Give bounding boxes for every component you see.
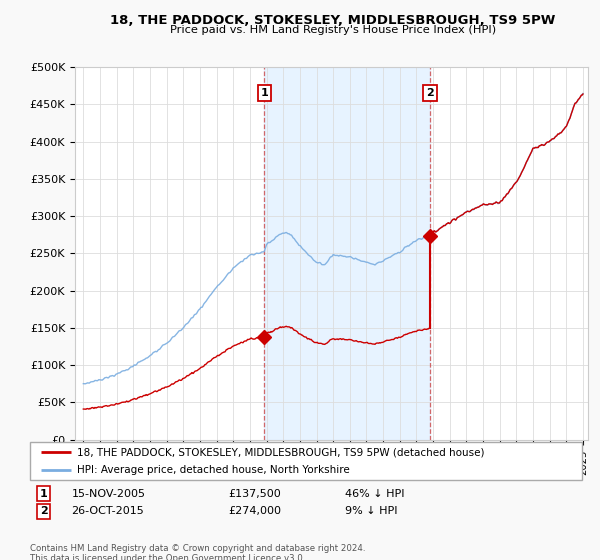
Text: 18, THE PADDOCK, STOKESLEY, MIDDLESBROUGH, TS9 5PW (detached house): 18, THE PADDOCK, STOKESLEY, MIDDLESBROUG… [77, 447, 484, 457]
Text: 15-NOV-2005: 15-NOV-2005 [71, 489, 145, 499]
Text: 2: 2 [426, 88, 434, 98]
FancyBboxPatch shape [30, 442, 582, 480]
Text: 46% ↓ HPI: 46% ↓ HPI [344, 489, 404, 499]
Text: 9% ↓ HPI: 9% ↓ HPI [344, 506, 397, 516]
Text: 2: 2 [40, 506, 47, 516]
Text: £137,500: £137,500 [229, 489, 281, 499]
Text: 26-OCT-2015: 26-OCT-2015 [71, 506, 144, 516]
Text: 1: 1 [40, 489, 47, 499]
Text: Contains HM Land Registry data © Crown copyright and database right 2024.
This d: Contains HM Land Registry data © Crown c… [30, 544, 365, 560]
Text: 18, THE PADDOCK, STOKESLEY, MIDDLESBROUGH, TS9 5PW: 18, THE PADDOCK, STOKESLEY, MIDDLESBROUG… [110, 14, 556, 27]
Text: £274,000: £274,000 [229, 506, 282, 516]
Text: Price paid vs. HM Land Registry's House Price Index (HPI): Price paid vs. HM Land Registry's House … [170, 25, 496, 35]
Bar [265, 67, 430, 440]
Text: 1: 1 [260, 88, 268, 98]
Text: HPI: Average price, detached house, North Yorkshire: HPI: Average price, detached house, Nort… [77, 465, 350, 475]
